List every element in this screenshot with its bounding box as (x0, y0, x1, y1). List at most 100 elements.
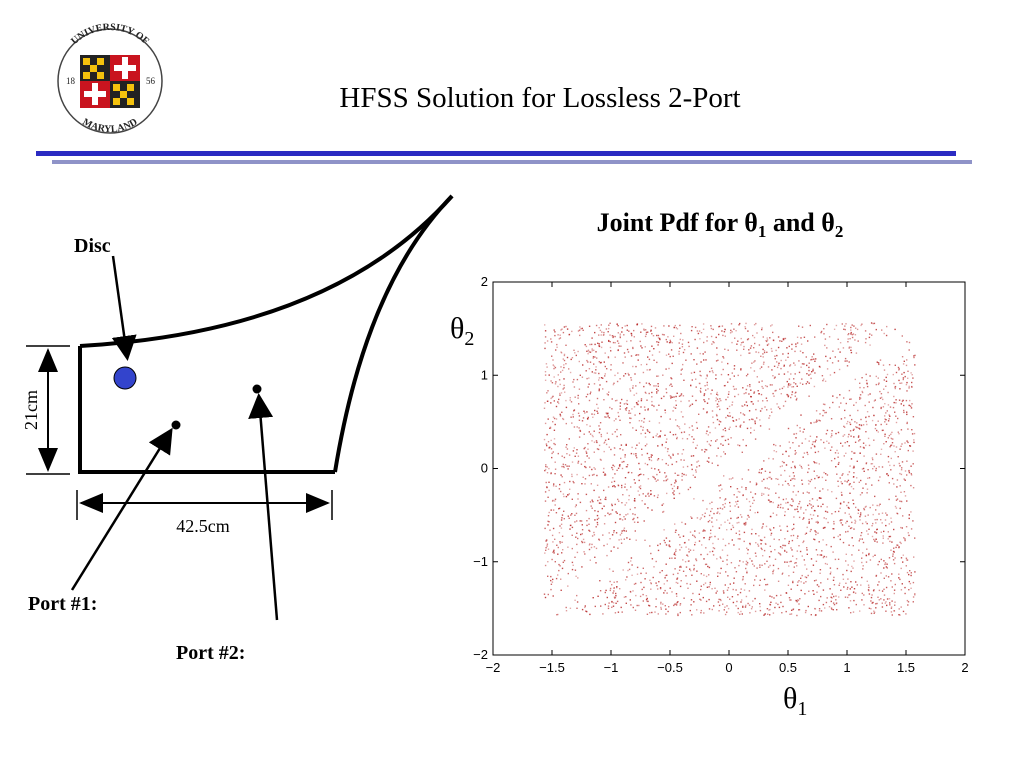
scatter-point (608, 568, 611, 570)
scatter-point (715, 360, 718, 362)
scatter-point (826, 506, 828, 508)
scatter-point (680, 566, 682, 568)
scatter-point (695, 386, 697, 388)
scatter-point (559, 525, 561, 527)
scatter-point (872, 601, 874, 604)
scatter-point (750, 389, 752, 391)
scatter-point (619, 464, 621, 466)
scatter-point (573, 349, 575, 351)
scatter-point (742, 576, 744, 578)
scatter-point (619, 378, 621, 380)
scatter-point (611, 534, 614, 536)
scatter-point (749, 612, 751, 614)
scatter-point (651, 611, 653, 614)
scatter-point (716, 398, 719, 400)
scatter-point (645, 329, 647, 331)
scatter-point (637, 400, 640, 402)
scatter-point (651, 345, 653, 347)
scatter-point (894, 557, 896, 559)
scatter-point (865, 373, 867, 376)
scatter-point (575, 575, 577, 577)
scatter-point (853, 452, 855, 454)
scatter-point (815, 421, 817, 423)
scatter-point (701, 514, 704, 516)
scatter-point (561, 411, 563, 413)
scatter-point (706, 381, 708, 384)
scatter-point (646, 597, 648, 600)
scatter-point (882, 364, 885, 366)
scatter-point (580, 520, 583, 522)
scatter-point (550, 583, 553, 585)
scatter-point (793, 566, 795, 568)
scatter-point (851, 336, 854, 339)
scatter-point (672, 355, 674, 357)
scatter-point (602, 377, 604, 379)
scatter-point (777, 406, 780, 408)
geometry-diagram: 21cm 42.5cm Disc Port #1: Port #2: (21, 194, 454, 664)
scatter-point (699, 370, 701, 373)
scatter-point (612, 570, 614, 572)
scatter-point (847, 578, 849, 580)
scatter-point (595, 369, 597, 371)
scatter-point (571, 422, 573, 424)
scatter-point (611, 504, 613, 507)
scatter-point (561, 476, 563, 478)
scatter-point (677, 613, 679, 615)
scatter-point (647, 478, 650, 480)
scatter-point (725, 571, 727, 573)
scatter-point (607, 331, 609, 333)
scatter-point (546, 392, 548, 394)
scatter-point (716, 391, 718, 394)
scatter-point (719, 408, 721, 411)
scatter-point (576, 449, 578, 451)
scatter-point (902, 610, 905, 613)
scatter-point (619, 513, 621, 516)
scatter-point (620, 538, 622, 541)
scatter-point (857, 340, 859, 342)
scatter-point (775, 602, 777, 604)
scatter-point (686, 465, 689, 468)
scatter-point (549, 529, 551, 531)
scatter-point (580, 463, 583, 465)
scatter-point (866, 383, 868, 385)
scatter-point (644, 445, 647, 447)
scatter-point (866, 488, 869, 490)
scatter-point (883, 567, 885, 569)
scatter-point (577, 577, 579, 579)
scatter-point (640, 364, 642, 366)
scatter-point (644, 391, 647, 394)
scatter-point (645, 331, 648, 334)
scatter-point (756, 417, 758, 419)
scatter-point (742, 413, 744, 415)
scatter-point (605, 380, 608, 383)
scatter-point (563, 353, 566, 356)
scatter-point (826, 440, 828, 442)
scatter-point (837, 485, 840, 487)
scatter-point (573, 378, 575, 381)
scatter-point (634, 507, 636, 509)
scatter-point (588, 474, 591, 477)
scatter-point (599, 384, 601, 386)
scatter-point (651, 396, 653, 398)
scatter-point (724, 348, 726, 350)
scatter-point (657, 479, 659, 481)
scatter-point (745, 401, 748, 403)
scatter-point (729, 583, 731, 585)
scatter-point (898, 369, 900, 371)
scatter-point (624, 356, 626, 358)
scatter-point (842, 347, 845, 349)
scatter-point (684, 541, 686, 544)
scatter-point (765, 397, 768, 399)
scatter-point (560, 329, 562, 331)
scatter-point (778, 362, 780, 364)
scatter-point (799, 427, 801, 429)
scatter-point (895, 402, 897, 404)
scatter-point (675, 593, 678, 595)
scatter-point (595, 562, 597, 564)
scatter-point (563, 559, 566, 562)
scatter-point (639, 595, 642, 598)
scatter-point (574, 514, 576, 516)
scatter-point (674, 482, 676, 484)
scatter-point (865, 420, 867, 423)
